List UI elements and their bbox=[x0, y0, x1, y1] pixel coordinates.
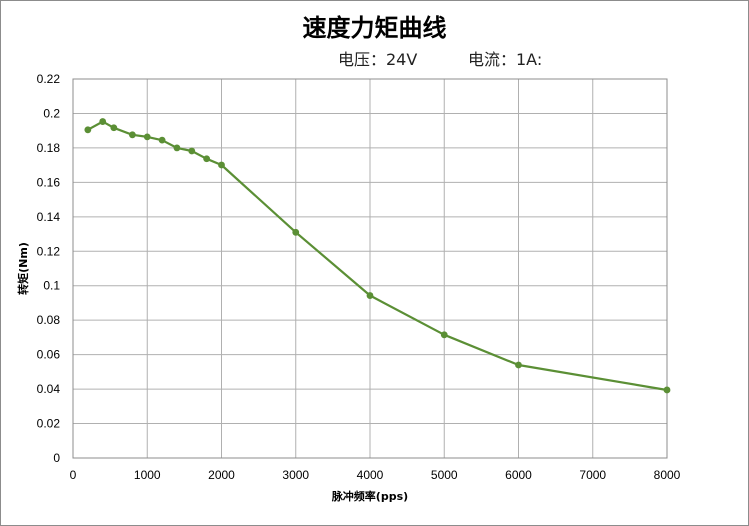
y-axis-title: 转矩(Nm) bbox=[16, 242, 30, 295]
x-tick-label: 4000 bbox=[357, 468, 384, 482]
series-line bbox=[87, 120, 668, 392]
data-point bbox=[84, 126, 92, 134]
data-point bbox=[203, 155, 211, 163]
y-tick-label: 0.14 bbox=[37, 210, 61, 224]
y-tick-label: 0.18 bbox=[37, 141, 61, 155]
y-tick-label: 0.22 bbox=[37, 72, 61, 86]
x-tick-label: 0 bbox=[70, 468, 77, 482]
y-tick-label: 0.2 bbox=[43, 106, 60, 120]
data-point bbox=[173, 144, 181, 152]
data-point bbox=[188, 147, 196, 155]
data-point bbox=[366, 292, 374, 299]
x-tick-label: 7000 bbox=[579, 468, 606, 482]
x-tick-label: 6000 bbox=[505, 468, 532, 482]
chart-title: 速度力矩曲线 bbox=[302, 14, 447, 42]
data-point bbox=[440, 331, 448, 339]
data-point bbox=[129, 131, 136, 139]
data-point bbox=[663, 386, 671, 394]
y-tick-label: 0.12 bbox=[37, 244, 61, 258]
voltage-label: 电压：24V bbox=[338, 50, 418, 69]
y-tick-label: 0.02 bbox=[37, 417, 61, 431]
data-point bbox=[110, 124, 118, 132]
x-tick-label: 8000 bbox=[654, 468, 681, 482]
current-label: 电流：1A: bbox=[468, 50, 543, 69]
data-point bbox=[99, 118, 107, 125]
data-point bbox=[218, 161, 225, 169]
x-tick-label: 2000 bbox=[208, 468, 235, 482]
data-point bbox=[143, 133, 151, 141]
x-tick-label: 5000 bbox=[431, 468, 458, 482]
y-tick-label: 0.06 bbox=[37, 348, 61, 362]
x-tick-label: 1000 bbox=[134, 468, 161, 482]
data-point bbox=[158, 136, 166, 144]
plot-area-border bbox=[72, 78, 668, 459]
y-tick-label: 0.04 bbox=[37, 382, 61, 396]
y-tick-label: 0.08 bbox=[37, 313, 61, 327]
y-tick-label: 0 bbox=[53, 451, 60, 465]
y-tick-label: 0.16 bbox=[37, 175, 61, 189]
data-point bbox=[292, 228, 300, 236]
data-point bbox=[515, 361, 522, 369]
x-axis-title: 脉冲频率(pps) bbox=[331, 489, 408, 503]
y-tick-label: 0.1 bbox=[43, 279, 60, 293]
x-tick-label: 3000 bbox=[282, 468, 309, 482]
